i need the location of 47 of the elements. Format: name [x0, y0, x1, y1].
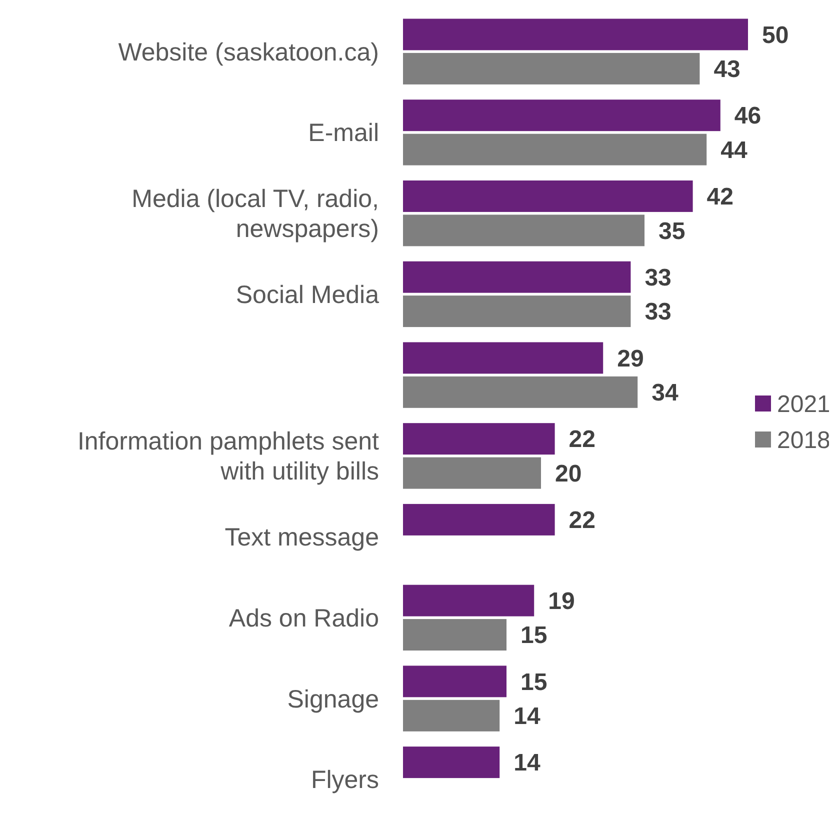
y-tick-label: E-mail: [308, 119, 379, 148]
bar: [403, 666, 506, 698]
data-label: 43: [714, 56, 740, 84]
bar: [403, 457, 541, 489]
bar: [403, 342, 604, 374]
y-tick-label: Text message: [224, 524, 379, 552]
data-label: 15: [520, 668, 548, 696]
y-tick-label: Social Media: [236, 280, 380, 309]
bar: [403, 18, 748, 50]
bar: [403, 619, 506, 651]
y-tick-label: Flyers: [310, 766, 379, 794]
bar: [403, 746, 500, 778]
y-tick-label: Signage: [287, 685, 379, 714]
bar: [403, 423, 555, 455]
data-label: 29: [617, 345, 644, 372]
bar: [403, 134, 707, 166]
data-label: 15: [520, 622, 548, 650]
data-label: 33: [644, 298, 672, 326]
data-label: 42: [706, 184, 734, 211]
data-label: 44: [720, 136, 748, 164]
bar: [403, 261, 631, 293]
data-label: 33: [644, 264, 672, 292]
bar: [403, 180, 693, 212]
bar: [403, 296, 631, 328]
bar: [403, 584, 534, 616]
legend-label: 2021: [777, 390, 830, 418]
bar: [403, 52, 700, 84]
data-label: 35: [658, 218, 686, 245]
data-label: 34: [652, 380, 679, 407]
bar: [403, 214, 644, 246]
data-label: 19: [548, 588, 575, 615]
legend-label: 2018: [777, 426, 830, 454]
data-label: 14: [514, 703, 541, 730]
bar: [403, 504, 555, 536]
data-label: 50: [762, 22, 789, 49]
y-tick-label: Ads on Radio: [228, 604, 379, 632]
data-label: 14: [514, 750, 541, 777]
data-label: 22: [568, 426, 596, 454]
y-tick-label: Website (saskatoon.ca): [118, 38, 379, 66]
data-label: 46: [734, 102, 762, 130]
bar: [403, 100, 720, 132]
bar: [403, 700, 500, 732]
data-label: 22: [568, 507, 596, 534]
y-tick-label: Media (local TV, radio, newspapers): [132, 185, 379, 244]
data-label: 20: [555, 460, 582, 488]
bar: [403, 376, 638, 408]
y-tick-label: Information pamphlets sent with utility bills: [77, 428, 380, 486]
